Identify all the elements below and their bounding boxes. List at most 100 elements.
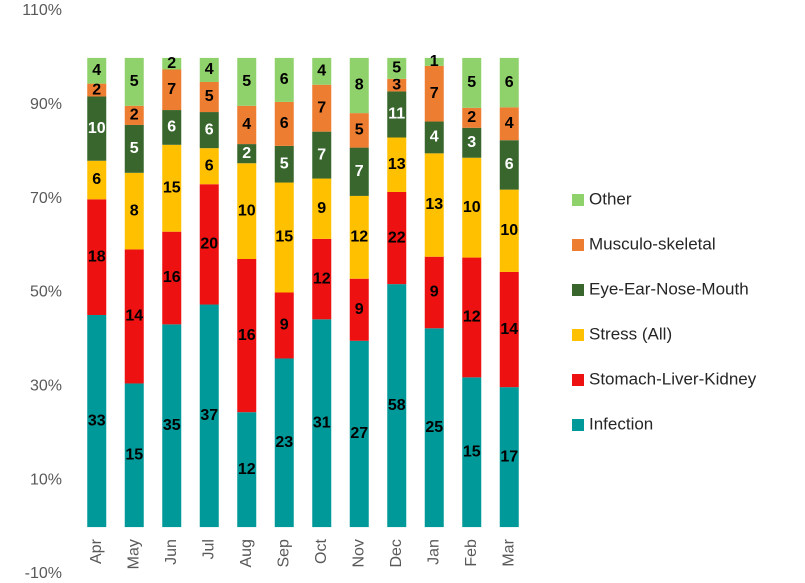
data-label: 12 — [463, 309, 481, 326]
data-label: 3 — [467, 134, 476, 151]
bar-segment — [87, 160, 107, 200]
data-label: 5 — [205, 88, 214, 105]
x-tick-label: Feb — [463, 539, 480, 567]
bar-segment — [274, 292, 294, 359]
bar-segment — [349, 340, 369, 528]
bar-segment — [274, 101, 294, 146]
data-label: 1 — [430, 53, 439, 70]
bar-segment — [387, 137, 407, 192]
data-label: 4 — [205, 61, 214, 78]
bar-segment — [424, 57, 444, 66]
bar-segment — [499, 140, 519, 190]
data-label: 6 — [205, 121, 214, 138]
data-label: 7 — [355, 163, 364, 180]
bar-segment — [312, 238, 332, 320]
data-label: 14 — [500, 321, 518, 338]
data-label: 5 — [467, 74, 476, 91]
legend-label: Eye-Ear-Nose-Mouth — [589, 279, 749, 298]
data-label: 10 — [463, 199, 481, 216]
y-tick-label: 30% — [30, 378, 62, 395]
y-tick-label: -10% — [25, 565, 62, 582]
bar-segment — [237, 105, 257, 145]
data-label: 5 — [242, 73, 251, 90]
x-tick-label: Dec — [388, 539, 405, 567]
bar-segment — [237, 57, 257, 106]
bar-segment — [462, 157, 482, 258]
data-label: 2 — [130, 107, 139, 124]
bar-segment — [124, 383, 144, 528]
data-label: 6 — [505, 74, 514, 91]
bar-segment — [462, 57, 482, 108]
bar-segment — [349, 195, 369, 279]
data-label: 22 — [388, 229, 406, 246]
data-label: 6 — [92, 171, 101, 188]
x-tick-label: Jun — [163, 539, 180, 565]
data-label: 5 — [130, 140, 139, 157]
bar-segment — [349, 147, 369, 196]
data-label: 37 — [200, 407, 218, 424]
data-label: 11 — [388, 106, 405, 123]
bar-segment — [199, 57, 219, 82]
bar-segment — [162, 57, 182, 70]
y-tick-label: 50% — [30, 284, 62, 301]
bar-segment — [237, 163, 257, 259]
legend-swatch — [572, 239, 584, 251]
bar-segment — [349, 57, 369, 114]
bar-segment — [312, 178, 332, 239]
x-tick-label: Apr — [88, 538, 105, 564]
bar-segment — [162, 69, 182, 111]
bar-segment — [162, 324, 182, 528]
bar-segment — [462, 257, 482, 378]
data-label: 20 — [200, 236, 218, 253]
legend-label: Other — [589, 189, 632, 208]
data-label: 14 — [125, 308, 143, 325]
bar-segment — [462, 107, 482, 128]
data-label: 15 — [275, 229, 293, 246]
bar-segment — [124, 172, 144, 250]
data-label: 5 — [355, 122, 364, 139]
data-label: 4 — [242, 116, 251, 133]
bar-segment — [499, 271, 519, 388]
x-tick-label: Aug — [238, 539, 255, 567]
data-label: 2 — [467, 109, 476, 126]
x-tick-label: May — [125, 539, 142, 569]
data-label: 13 — [425, 196, 443, 213]
data-label: 9 — [430, 284, 439, 301]
bar-segment — [387, 57, 407, 79]
data-label: 4 — [92, 62, 101, 79]
bar-segment — [387, 191, 407, 285]
y-tick-label: 90% — [30, 96, 62, 113]
bar-segment — [199, 81, 219, 113]
bar-segment — [274, 57, 294, 102]
data-label: 13 — [388, 156, 406, 173]
data-label: 10 — [500, 222, 518, 239]
bar-segment — [124, 105, 144, 125]
bar-segment — [162, 144, 182, 232]
data-label: 2 — [92, 81, 101, 98]
bar-segment — [162, 110, 182, 145]
bar-segment — [199, 148, 219, 185]
data-label: 58 — [388, 397, 406, 414]
legend-label: Stress (All) — [589, 324, 672, 343]
bar-segment — [237, 258, 257, 413]
data-label: 6 — [167, 119, 176, 136]
bar-segment — [499, 57, 519, 108]
bar-segment — [462, 377, 482, 528]
bar-segment — [312, 84, 332, 132]
data-label: 8 — [130, 202, 139, 219]
bar-segment — [87, 83, 107, 97]
data-label: 6 — [205, 157, 214, 174]
bar-segment — [499, 189, 519, 272]
data-label: 25 — [425, 419, 443, 436]
data-label: 12 — [238, 461, 256, 478]
x-tick-label: Sep — [275, 539, 292, 568]
legend-swatch — [572, 329, 584, 341]
bar-segment — [237, 412, 257, 528]
data-label: 12 — [313, 270, 331, 287]
data-label: 16 — [238, 327, 256, 344]
bar-segment — [124, 249, 144, 384]
x-tick-label: Jul — [200, 539, 217, 559]
bar-segment — [87, 314, 107, 528]
data-label: 10 — [238, 202, 256, 219]
